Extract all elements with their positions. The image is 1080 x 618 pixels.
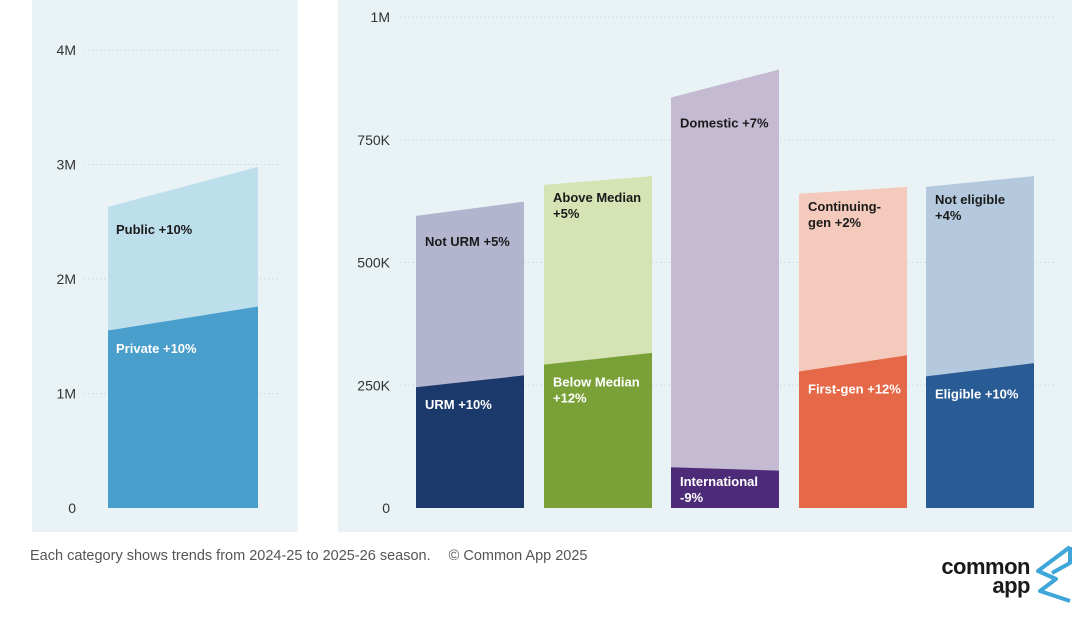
private-label: Private +10% <box>116 341 197 356</box>
group-0-bottom-label: URM +10% <box>425 397 492 412</box>
group-2-top-area <box>671 69 779 509</box>
left-y-tick-label: 0 <box>68 500 76 516</box>
logo-line-1: common <box>941 554 1030 579</box>
left-y-tick-label: 1M <box>57 386 76 402</box>
group-4-top-label: Not eligible +4% <box>935 192 1005 223</box>
group-0-top-label: Not URM +5% <box>425 234 510 249</box>
group-0-bottom-label-line: URM +10% <box>425 397 492 412</box>
group-2-bottom-area <box>671 467 779 508</box>
group-4-top-label-line: +4% <box>935 208 962 223</box>
group-0-top-label-line: Not URM +5% <box>425 234 510 249</box>
group-1-top-label-line: Above Median <box>553 190 641 205</box>
group-2-top-label-line: Domestic +7% <box>680 116 769 131</box>
footer-copyright: © Common App 2025 <box>448 548 588 564</box>
group-4-bottom-label: Eligible +10% <box>935 386 1019 401</box>
logo-line-2: app <box>992 573 1030 598</box>
group-3-top-label-line: Continuing- <box>808 199 881 214</box>
group-4-bottom-area <box>926 363 1034 508</box>
logo-wordmark: common app <box>941 554 1030 598</box>
group-0-bottom-area <box>416 375 524 508</box>
group-4-top-label-line: Not eligible <box>935 192 1005 207</box>
right-y-tick-label: 1M <box>371 9 390 25</box>
group-1-top-label: Above Median +5% <box>553 190 641 221</box>
footer-note: Each category shows trends from 2024-25 … <box>30 548 431 564</box>
group-3-top-label-line: gen +2% <box>808 215 862 230</box>
private-area <box>108 306 258 508</box>
chart-panels: 0 1M 2M 3M 4M Public +10% Private +10% 0 250K 500… <box>32 0 1072 532</box>
group-1-bottom-area <box>544 352 652 508</box>
group-2-bottom-label-line: -9% <box>680 490 704 505</box>
group-3-bottom-area <box>799 355 907 508</box>
group-3-top-label: Continuing-gen +2% <box>808 199 881 230</box>
footer: Each category shows trends from 2024-25 … <box>30 548 588 564</box>
right-y-tick-label: 500K <box>357 255 390 271</box>
common-app-logo: common app <box>926 543 1076 609</box>
group-2-bottom-label-line: International <box>680 474 758 489</box>
group-2-bottom-label: International -9% <box>680 474 758 505</box>
group-1-bottom-label-line: Below Median <box>553 375 640 390</box>
left-y-tick-label: 2M <box>57 271 76 287</box>
right-y-tick-label: 750K <box>357 132 390 148</box>
right-y-tick-label: 250K <box>357 377 390 393</box>
group-2-top-label: Domestic +7% <box>680 116 769 131</box>
group-1-top-label-line: +5% <box>553 206 580 221</box>
group-1-bottom-label: Below Median +12% <box>553 375 640 406</box>
left-y-tick-label: 3M <box>57 157 76 173</box>
logo-mark-icon <box>1036 545 1072 603</box>
public-label: Public +10% <box>116 222 193 237</box>
group-4-bottom-label-line: Eligible +10% <box>935 386 1019 401</box>
group-3-bottom-label: First-gen +12% <box>808 382 901 397</box>
group-1-bottom-label-line: +12% <box>553 391 587 406</box>
group-3-bottom-label-line: First-gen +12% <box>808 382 901 397</box>
right-y-tick-label: 0 <box>382 500 390 516</box>
left-y-tick-label: 4M <box>57 42 76 58</box>
